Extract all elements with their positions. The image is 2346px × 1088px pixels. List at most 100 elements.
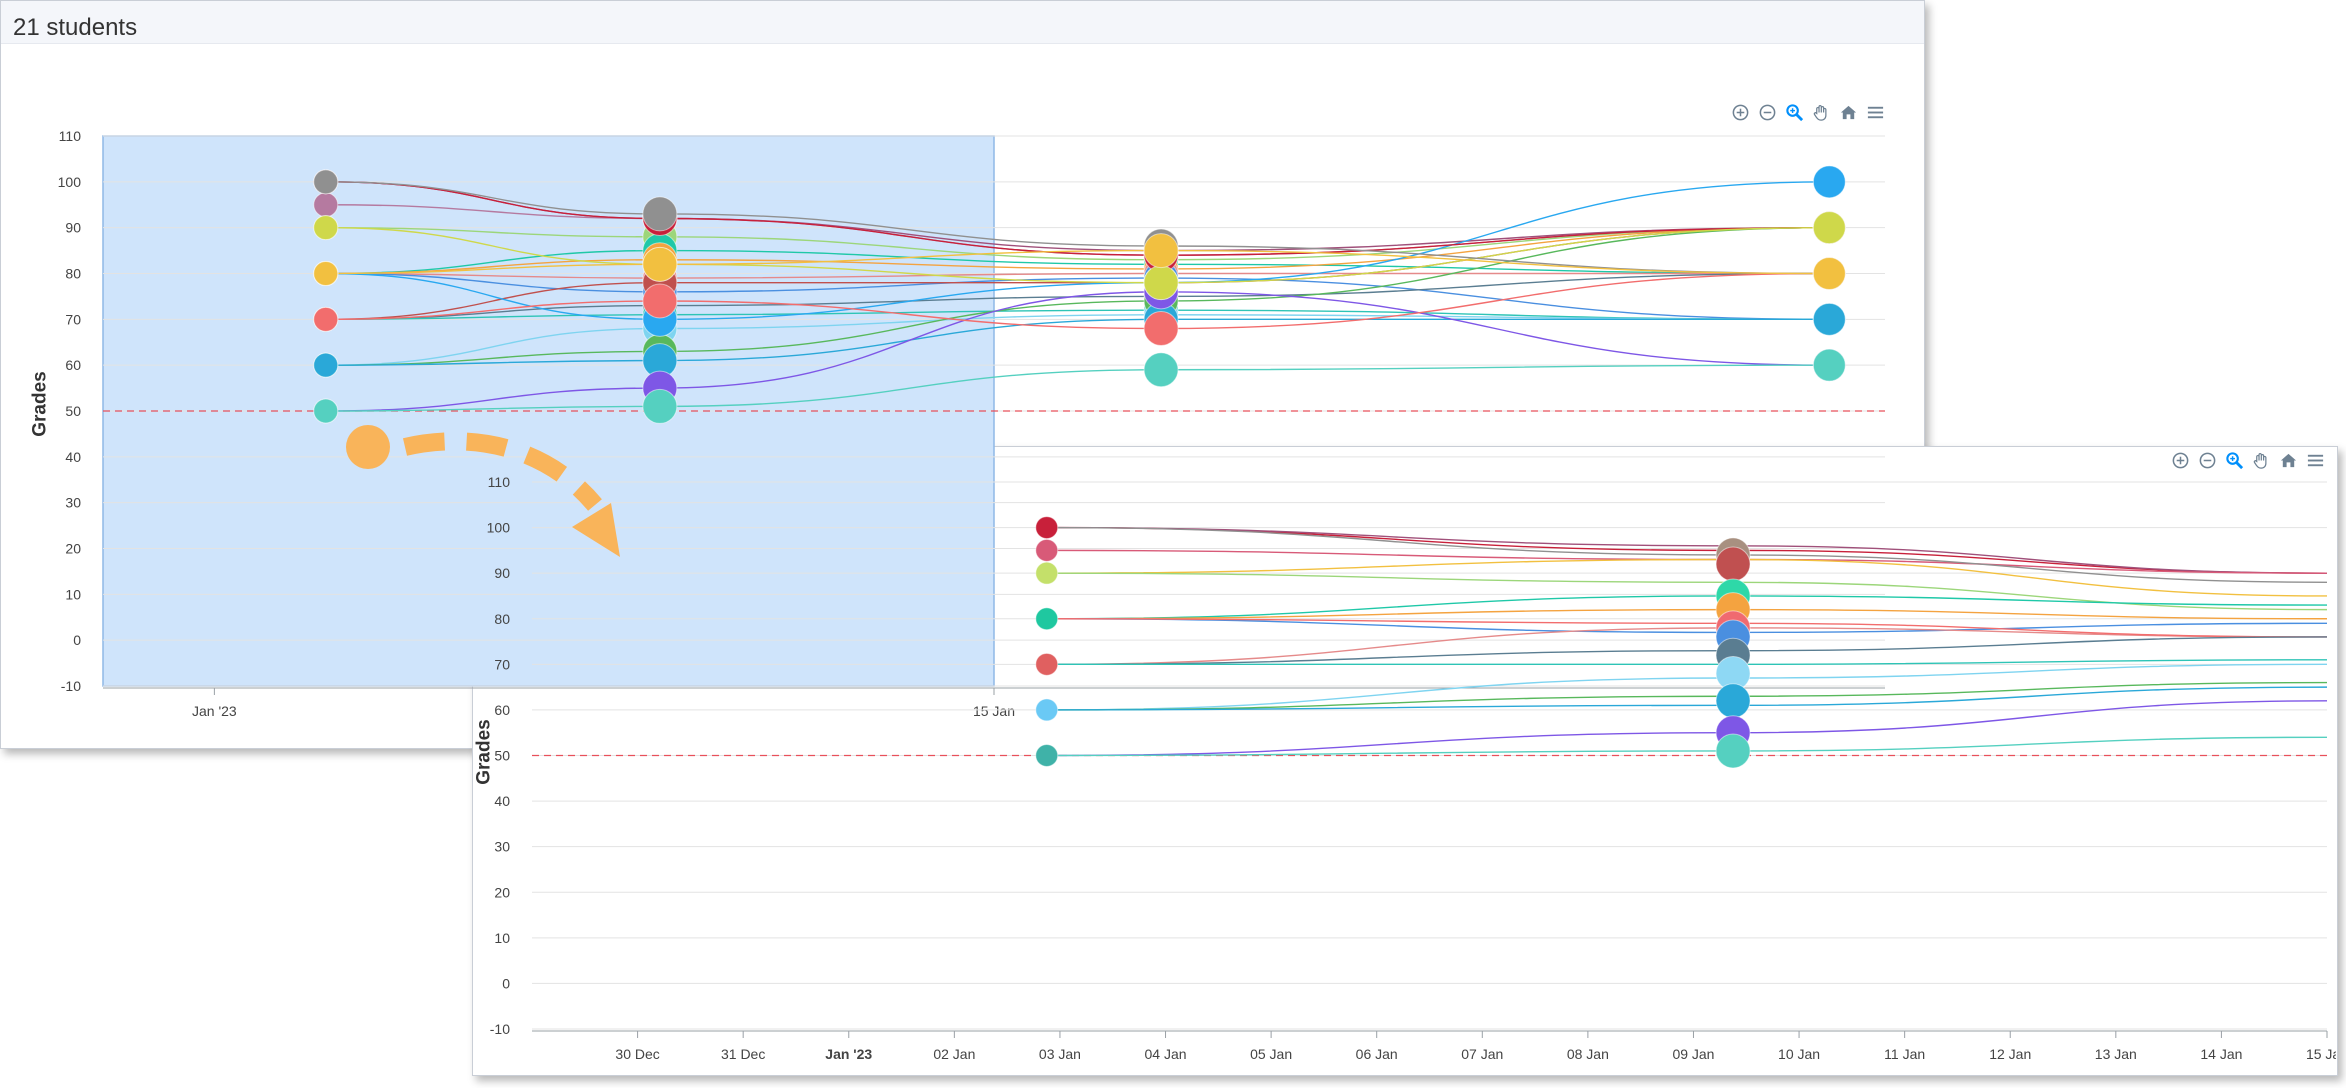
menu-icon <box>1867 106 1884 119</box>
panel-header: 21 students <box>1 1 1924 44</box>
zoom-in-button[interactable] <box>1730 102 1751 123</box>
series-line <box>1046 595 2327 620</box>
data-point <box>1715 733 1751 769</box>
series-line <box>325 318 1830 366</box>
pan-hand-button[interactable] <box>2251 450 2272 471</box>
series-group <box>325 181 1830 412</box>
data-point <box>1035 538 1059 562</box>
y-axis-title: Grades <box>29 371 51 437</box>
data-point <box>313 352 339 378</box>
zoom-out-button[interactable] <box>1757 102 1778 123</box>
y-tick-label: 0 <box>502 975 510 991</box>
y-tick-label: 50 <box>494 748 510 764</box>
series-line <box>325 249 1830 275</box>
series-group <box>1046 526 2327 757</box>
x-tick-label: 03 Jan <box>1039 1046 1081 1062</box>
pan-hand-icon <box>1813 105 1827 121</box>
data-point <box>642 196 678 232</box>
chart-toolbar <box>2170 450 2326 471</box>
y-tick-label: 30 <box>65 495 81 511</box>
selection-zoom-button[interactable] <box>2224 450 2245 471</box>
data-point <box>1035 607 1059 631</box>
series-line <box>325 291 1830 412</box>
data-point <box>313 192 339 218</box>
series-line <box>1046 663 2327 711</box>
pan-hand-button[interactable] <box>1811 102 1832 123</box>
data-point <box>313 215 339 241</box>
data-point <box>1812 165 1846 199</box>
series-line <box>1046 627 2327 666</box>
menu-button[interactable] <box>2305 450 2326 471</box>
data-point <box>1143 265 1179 301</box>
overview-chart[interactable]: -10 0 10 20 30 40 50 60 70 80 90 100 110 Jan '23 15 Ja… <box>0 0 1923 747</box>
series-line <box>325 181 1830 256</box>
series-line <box>325 226 1830 366</box>
data-point <box>642 388 678 424</box>
data-point <box>1143 233 1179 269</box>
x-tick-label: 04 Jan <box>1145 1046 1187 1062</box>
data-point <box>1035 516 1059 540</box>
y-tick-label: 110 <box>59 128 82 144</box>
zoom-in-button[interactable] <box>2170 450 2191 471</box>
data-point <box>1143 311 1179 346</box>
x-tick-label: 07 Jan <box>1461 1046 1503 1062</box>
selection-zoom-button[interactable] <box>1784 102 1805 123</box>
y-tick-label: 20 <box>494 884 510 900</box>
series-line <box>1046 608 2327 620</box>
data-point <box>1812 348 1846 382</box>
y-tick-label: 50 <box>65 403 81 419</box>
y-tick-label: 10 <box>494 930 510 946</box>
y-tick-label: 110 <box>488 474 511 490</box>
data-point <box>1715 683 1751 719</box>
chart-toolbar <box>1730 102 1886 123</box>
data-point <box>313 306 339 332</box>
series-line <box>325 249 1830 275</box>
menu-button[interactable] <box>1865 102 1886 123</box>
zoom-out-icon <box>1759 104 1776 121</box>
series-line <box>325 272 1830 321</box>
series-line <box>325 364 1830 412</box>
zoom-in-icon <box>1732 104 1749 121</box>
page-title: 21 students <box>13 14 138 41</box>
data-point <box>313 398 339 424</box>
series-line <box>1046 549 2327 574</box>
x-tick-label: 14 Jan <box>2200 1046 2242 1062</box>
selection-zoom-icon <box>1786 104 1804 122</box>
y-tick-label: 90 <box>65 220 81 236</box>
x-tick-label: Jan '23 <box>192 703 237 719</box>
series-line <box>325 272 1830 330</box>
home-reset-icon <box>1840 105 1857 120</box>
data-point <box>1035 698 1059 722</box>
y-tick-label: 100 <box>487 520 511 536</box>
y-tick-label: 60 <box>65 357 81 373</box>
series-line <box>325 226 1830 275</box>
data-point <box>313 169 339 195</box>
zoom-out-button[interactable] <box>2197 450 2218 471</box>
x-tick-label: 13 Jan <box>2095 1046 2137 1062</box>
series-line <box>325 181 1830 321</box>
data-point <box>1035 652 1059 676</box>
zoomed-chart[interactable]: -10 0 10 20 30 40 50 60 70 80 90 100 110 30 Dec 31 Dec… <box>472 446 2336 1074</box>
x-tick-label: 30 Dec <box>615 1046 659 1062</box>
y-tick-label: 0 <box>73 632 81 648</box>
y-tick-label: 70 <box>494 656 510 672</box>
home-reset-button[interactable] <box>1838 102 1859 123</box>
y-tick-label: 80 <box>65 266 81 282</box>
y-tick-label: 40 <box>494 793 510 809</box>
x-tick-label: 15 Jan <box>973 703 1015 719</box>
x-tick-label: Jan '23 <box>825 1046 872 1062</box>
x-tick-label: 15 Jan <box>2306 1046 2336 1062</box>
series-line <box>1046 526 2327 574</box>
y-tick-label: 60 <box>494 702 510 718</box>
series-line <box>325 272 1830 279</box>
zoom-in-icon <box>2172 452 2189 469</box>
series-line <box>1046 572 2327 611</box>
x-tick-label: 12 Jan <box>1989 1046 2031 1062</box>
x-tick-label: 05 Jan <box>1250 1046 1292 1062</box>
series-line <box>325 226 1830 284</box>
data-point <box>1035 561 1059 585</box>
selection-zoom-icon <box>2226 452 2244 470</box>
home-reset-button[interactable] <box>2278 450 2299 471</box>
home-reset-icon <box>2280 453 2297 468</box>
series-line <box>325 309 1830 321</box>
